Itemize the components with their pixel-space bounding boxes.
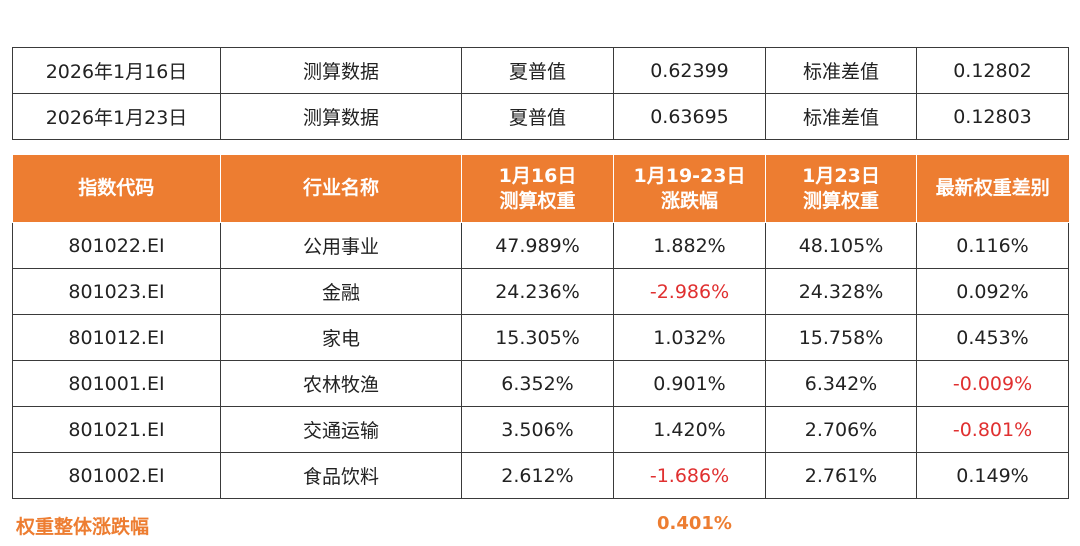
cell-industry: 公用事业 — [220, 222, 462, 269]
table-header-row: 指数代码 行业名称 1月16日 测算权重 1月19-23日 涨跌幅 1月23日 … — [12, 155, 1069, 223]
cell-code: 801021.EI — [12, 406, 221, 453]
cell-weight-0116: 15.305% — [461, 314, 614, 361]
cell-weight-0116: 3.506% — [461, 406, 614, 453]
cell-change: 1.032% — [613, 314, 766, 361]
summary-row: 2026年1月16日 测算数据 夏普值 0.62399 标准差值 0.12802 — [12, 47, 1069, 94]
summary-type: 测算数据 — [220, 93, 462, 140]
header-weight-0123: 1月23日 测算权重 — [765, 155, 917, 223]
cell-diff: 0.453% — [916, 314, 1069, 361]
header-weight-0116: 1月16日 测算权重 — [461, 155, 614, 223]
header-index-code: 指数代码 — [12, 155, 221, 223]
cell-weight-0116: 24.236% — [461, 268, 614, 315]
cell-weight-0116: 6.352% — [461, 360, 614, 407]
header-weight-diff: 最新权重差别 — [916, 155, 1069, 223]
header-weight-0123-line1: 1月23日 — [802, 164, 880, 187]
cell-code: 801023.EI — [12, 268, 221, 315]
table-row: 801002.EI 食品饮料 2.612% -1.686% 2.761% 0.1… — [12, 452, 1069, 499]
sharpe-value: 0.62399 — [613, 47, 766, 94]
stddev-value: 0.12802 — [916, 47, 1069, 94]
summary-date: 2026年1月16日 — [12, 47, 221, 94]
cell-industry: 农林牧渔 — [220, 360, 462, 407]
cell-change: 1.882% — [613, 222, 766, 269]
header-weight-0123-line2: 测算权重 — [802, 189, 879, 212]
stddev-label: 标准差值 — [765, 93, 917, 140]
cell-diff: 0.149% — [916, 452, 1069, 499]
summary-table: 2026年1月16日 测算数据 夏普值 0.62399 标准差值 0.12802… — [12, 47, 1069, 140]
stddev-value: 0.12803 — [916, 93, 1069, 140]
cell-weight-0123: 15.758% — [765, 314, 917, 361]
table-row: 801021.EI 交通运输 3.506% 1.420% 2.706% -0.8… — [12, 406, 1069, 453]
table-row: 801023.EI 金融 24.236% -2.986% 24.328% 0.0… — [12, 268, 1069, 315]
summary-type: 测算数据 — [220, 47, 462, 94]
weights-table: 指数代码 行业名称 1月16日 测算权重 1月19-23日 涨跌幅 1月23日 … — [12, 155, 1069, 499]
stddev-label: 标准差值 — [765, 47, 917, 94]
summary-row: 2026年1月23日 测算数据 夏普值 0.63695 标准差值 0.12803 — [12, 93, 1069, 140]
header-change: 1月19-23日 涨跌幅 — [613, 155, 766, 223]
cell-industry: 金融 — [220, 268, 462, 315]
header-weight-0116-line2: 测算权重 — [499, 189, 576, 212]
cell-diff: 0.092% — [916, 268, 1069, 315]
table-row: 801001.EI 农林牧渔 6.352% 0.901% 6.342% -0.0… — [12, 360, 1069, 407]
cell-weight-0116: 47.989% — [461, 222, 614, 269]
cell-weight-0123: 24.328% — [765, 268, 917, 315]
cell-code: 801002.EI — [12, 452, 221, 499]
cell-diff: -0.009% — [916, 360, 1069, 407]
table-row: 801022.EI 公用事业 47.989% 1.882% 48.105% 0.… — [12, 222, 1069, 269]
cell-change: -2.986% — [613, 268, 766, 315]
cell-industry: 食品饮料 — [220, 452, 462, 499]
total-change-label: 权重整体涨跌幅 — [16, 516, 150, 538]
cell-industry: 交通运输 — [220, 406, 462, 453]
cell-weight-0123: 2.706% — [765, 406, 917, 453]
cell-diff: 0.116% — [916, 222, 1069, 269]
cell-industry: 家电 — [220, 314, 462, 361]
cell-code: 801012.EI — [12, 314, 221, 361]
header-industry: 行业名称 — [220, 155, 462, 223]
cell-weight-0123: 48.105% — [765, 222, 917, 269]
summary-date: 2026年1月23日 — [12, 93, 221, 140]
cell-code: 801001.EI — [12, 360, 221, 407]
cell-code: 801022.EI — [12, 222, 221, 269]
cell-weight-0123: 2.761% — [765, 452, 917, 499]
cell-change: 0.901% — [613, 360, 766, 407]
table-row: 801012.EI 家电 15.305% 1.032% 15.758% 0.45… — [12, 314, 1069, 361]
header-change-line2: 涨跌幅 — [660, 189, 718, 212]
cell-diff: -0.801% — [916, 406, 1069, 453]
header-change-line1: 1月19-23日 — [633, 164, 746, 187]
sharpe-value: 0.63695 — [613, 93, 766, 140]
total-change-value: 0.401% — [657, 513, 732, 534]
header-weight-0116-line1: 1月16日 — [498, 164, 577, 187]
cell-weight-0123: 6.342% — [765, 360, 917, 407]
sharpe-label: 夏普值 — [461, 93, 614, 140]
sharpe-label: 夏普值 — [461, 47, 614, 94]
cell-weight-0116: 2.612% — [461, 452, 614, 499]
cell-change: -1.686% — [613, 452, 766, 499]
cell-change: 1.420% — [613, 406, 766, 453]
